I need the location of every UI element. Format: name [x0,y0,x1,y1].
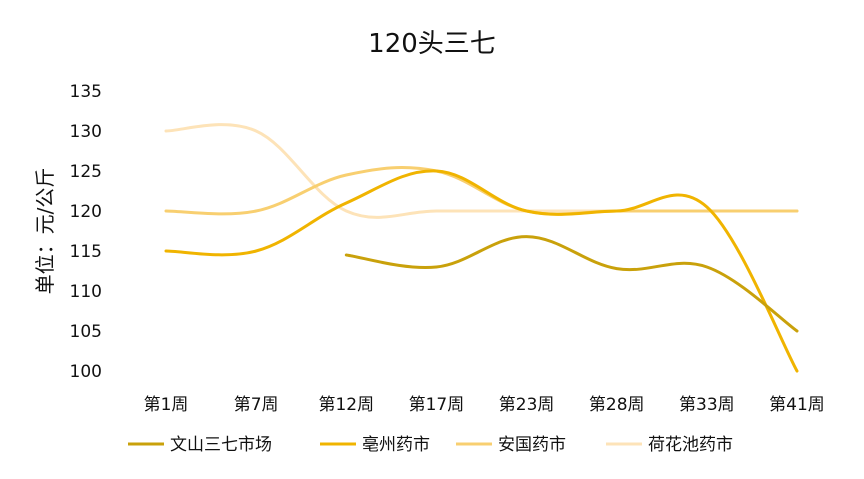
legend-label: 荷花池药市 [648,435,733,455]
y-tick-label: 120 [70,202,102,222]
x-axis-ticks: 第1周 第7周 第12周 第17周 第23周 第28周 第33周 第41周 [144,395,825,415]
x-tick-label: 第7周 [234,395,279,415]
y-tick-label: 115 [70,242,102,262]
y-axis-label: 单位：元/公斤 [33,168,57,295]
x-tick-label: 第12周 [318,395,374,415]
series-line-1 [344,235,799,333]
x-tick-label: 第17周 [409,395,465,415]
legend-label: 亳州药市 [362,435,430,455]
y-tick-label: 110 [70,282,102,302]
x-tick-label: 第33周 [679,395,735,415]
y-tick-label: 100 [70,362,102,382]
x-tick-label: 第1周 [144,395,189,415]
y-tick-label: 130 [70,122,102,142]
legend-label: 文山三七市场 [170,435,272,455]
y-axis-ticks: 100 105 110 115 120 125 130 135 [70,82,102,382]
legend: 文山三七市场 亳州药市 安国药市 荷花池药市 [128,435,733,455]
y-tick-label: 125 [70,162,102,182]
x-tick-label: 第41周 [769,395,825,415]
x-tick-label: 第23周 [499,395,555,415]
x-tick-label: 第28周 [589,395,645,415]
chart-title: 120头三七 [368,29,496,59]
y-tick-label: 105 [70,322,102,342]
series-lines [164,123,799,373]
y-tick-label: 135 [70,82,102,102]
series-line-2 [164,169,799,373]
series-line-3 [164,166,799,216]
legend-label: 安国药市 [498,435,566,455]
